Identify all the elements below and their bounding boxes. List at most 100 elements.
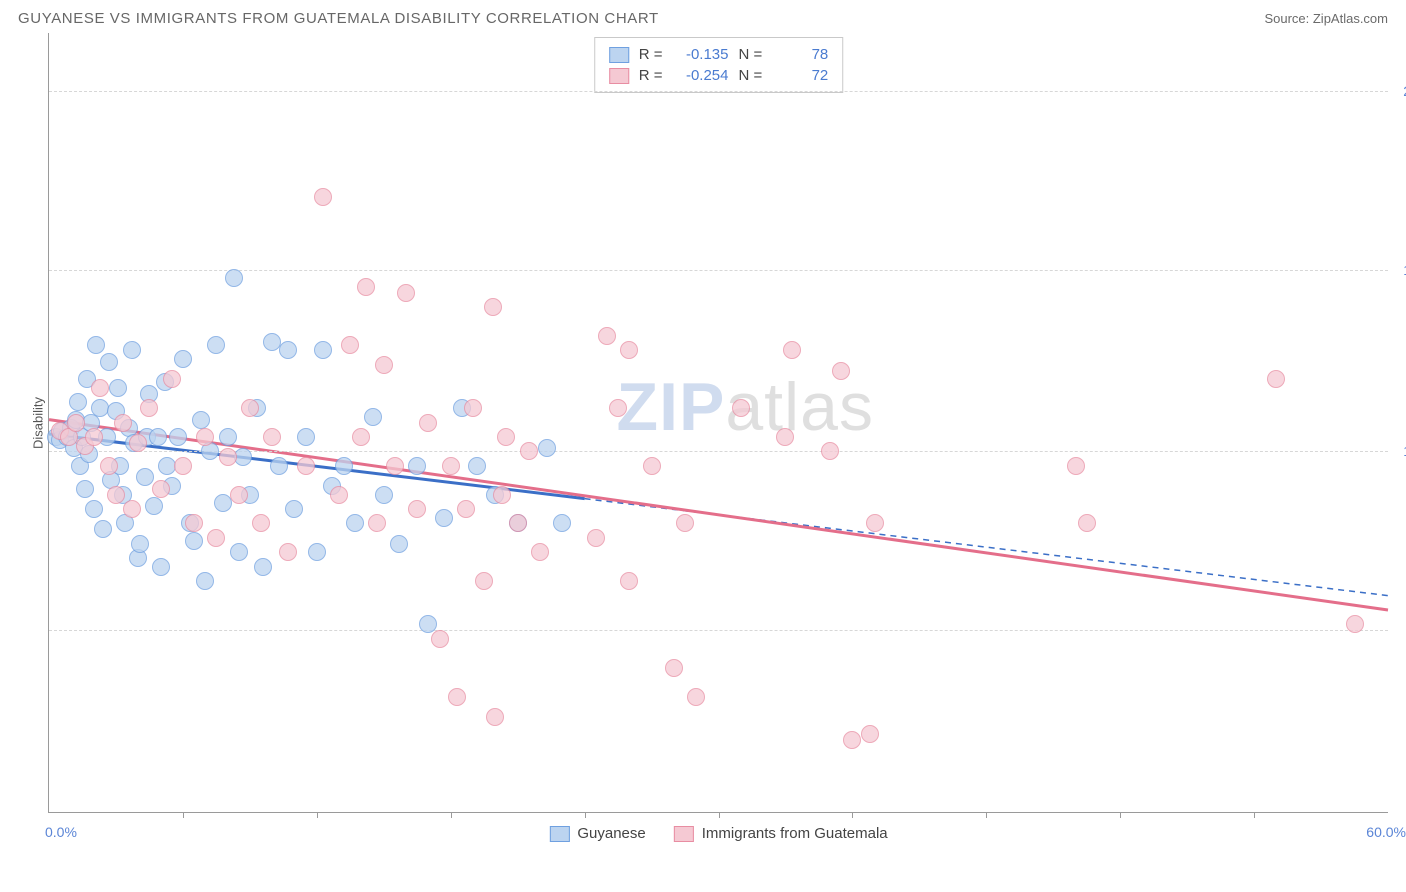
data-point [114, 414, 132, 432]
data-point [85, 428, 103, 446]
x-tick [719, 812, 720, 818]
data-point [94, 520, 112, 538]
data-point [241, 399, 259, 417]
data-point [314, 188, 332, 206]
data-point [1078, 514, 1096, 532]
data-point [263, 428, 281, 446]
data-point [375, 356, 393, 374]
data-point [620, 572, 638, 590]
data-point [174, 457, 192, 475]
data-point [129, 434, 147, 452]
data-point [123, 500, 141, 518]
data-point [553, 514, 571, 532]
data-point [69, 393, 87, 411]
data-point [468, 457, 486, 475]
data-point [1067, 457, 1085, 475]
data-point [346, 514, 364, 532]
data-point [225, 269, 243, 287]
data-point [386, 457, 404, 475]
data-point [67, 414, 85, 432]
data-point [207, 529, 225, 547]
data-point [100, 457, 118, 475]
data-point [76, 480, 94, 498]
data-point [866, 514, 884, 532]
legend-item: Immigrants from Guatemala [674, 825, 888, 842]
scatter-chart: Disability ZIPatlas R = -0.135 N = 78 R … [18, 33, 1388, 813]
data-point [230, 486, 248, 504]
x-axis-max-label: 60.0% [1366, 824, 1406, 840]
data-point [486, 708, 504, 726]
data-point [230, 543, 248, 561]
plot-area: ZIPatlas R = -0.135 N = 78 R = -0.254 N … [48, 33, 1388, 813]
data-point [174, 350, 192, 368]
data-point [520, 442, 538, 460]
data-point [861, 725, 879, 743]
data-point [390, 535, 408, 553]
data-point [776, 428, 794, 446]
stats-legend-row: R = -0.135 N = 78 [609, 44, 829, 65]
y-axis-label: Disability [31, 397, 46, 449]
data-point [252, 514, 270, 532]
data-point [457, 500, 475, 518]
data-point [123, 341, 141, 359]
data-point [448, 688, 466, 706]
data-point [665, 659, 683, 677]
data-point [419, 414, 437, 432]
data-point [219, 428, 237, 446]
data-point [279, 341, 297, 359]
data-point [368, 514, 386, 532]
chart-title: GUYANESE VS IMMIGRANTS FROM GUATEMALA DI… [18, 10, 659, 27]
data-point [475, 572, 493, 590]
data-point [163, 370, 181, 388]
data-point [732, 399, 750, 417]
data-point [687, 688, 705, 706]
data-point [149, 428, 167, 446]
data-point [538, 439, 556, 457]
data-point [270, 457, 288, 475]
data-point [185, 532, 203, 550]
series-legend: Guyanese Immigrants from Guatemala [549, 825, 887, 842]
data-point [431, 630, 449, 648]
data-point [100, 353, 118, 371]
trend-lines [49, 33, 1388, 812]
gridline [49, 630, 1388, 631]
data-point [85, 500, 103, 518]
data-point [408, 500, 426, 518]
data-point [464, 399, 482, 417]
data-point [91, 379, 109, 397]
data-point [152, 480, 170, 498]
series-swatch [674, 826, 694, 842]
data-point [843, 731, 861, 749]
data-point [109, 379, 127, 397]
data-point [609, 399, 627, 417]
data-point [145, 497, 163, 515]
data-point [497, 428, 515, 446]
data-point [357, 278, 375, 296]
data-point [1267, 370, 1285, 388]
x-axis-min-label: 0.0% [45, 824, 77, 840]
data-point [587, 529, 605, 547]
data-point [375, 486, 393, 504]
series-swatch [609, 47, 629, 63]
data-point [832, 362, 850, 380]
stats-legend-row: R = -0.254 N = 72 [609, 65, 829, 86]
data-point [219, 448, 237, 466]
data-point [598, 327, 616, 345]
data-point [207, 336, 225, 354]
data-point [335, 457, 353, 475]
data-point [152, 558, 170, 576]
data-point [408, 457, 426, 475]
x-tick [986, 812, 987, 818]
data-point [1346, 615, 1364, 633]
data-point [643, 457, 661, 475]
legend-item: Guyanese [549, 825, 645, 842]
source-attribution: Source: ZipAtlas.com [1264, 11, 1388, 26]
source-link[interactable]: ZipAtlas.com [1313, 11, 1388, 26]
x-tick [585, 812, 586, 818]
data-point [435, 509, 453, 527]
data-point [254, 558, 272, 576]
gridline [49, 270, 1388, 271]
data-point [341, 336, 359, 354]
data-point [192, 411, 210, 429]
data-point [140, 399, 158, 417]
